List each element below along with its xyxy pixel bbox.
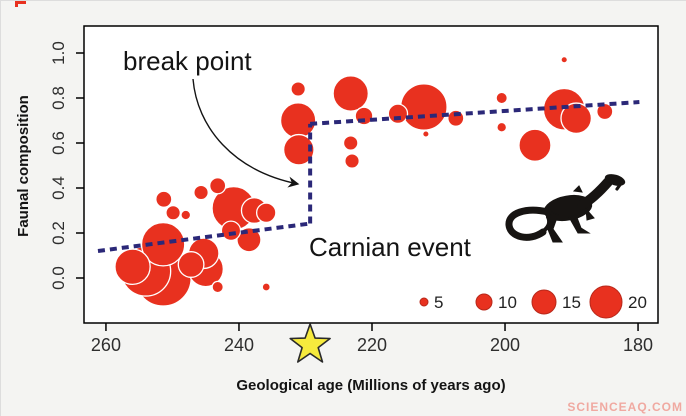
- x-tick-label: 180: [623, 335, 653, 355]
- data-bubble: [596, 102, 614, 121]
- data-bubble: [387, 103, 409, 125]
- data-bubble: [209, 177, 227, 195]
- x-tick-label: 240: [224, 335, 254, 355]
- legend-bubble: [531, 289, 557, 315]
- data-bubble: [400, 83, 448, 131]
- data-bubble: [290, 81, 307, 97]
- data-bubble: [495, 91, 508, 105]
- data-bubble: [261, 282, 271, 292]
- carnian-event-label: Carnian event: [309, 232, 471, 262]
- data-bubble: [496, 121, 508, 133]
- legend-label: 20: [628, 293, 647, 312]
- y-tick-label: 0.2: [49, 221, 68, 245]
- x-axis: 260 240 220 200 180: [91, 323, 653, 355]
- data-bubble: [255, 202, 277, 223]
- y-tick-label: 0.6: [49, 131, 68, 155]
- data-bubble: [560, 102, 593, 135]
- data-bubble: [193, 184, 209, 201]
- break-point-label: break point: [123, 46, 252, 76]
- data-bubble: [518, 128, 552, 162]
- data-bubble: [180, 209, 192, 221]
- data-bubble: [422, 130, 430, 138]
- site-watermark: SCIENCEAQ.COM: [567, 400, 683, 414]
- y-tick-label: 0.8: [49, 86, 68, 110]
- data-bubble: [211, 280, 224, 294]
- y-tick-label: 0.0: [49, 266, 68, 290]
- data-bubble: [165, 204, 181, 221]
- data-bubble: [155, 190, 173, 208]
- size-legend: 5 10 15 20: [419, 285, 647, 319]
- data-bubble: [220, 220, 242, 241]
- event-star-icon: [289, 323, 331, 363]
- data-bubble: [560, 55, 569, 64]
- data-bubble: [114, 248, 151, 285]
- y-tick-label: 0.4: [49, 176, 68, 200]
- legend-label: 10: [498, 293, 517, 312]
- legend-bubble: [589, 285, 623, 319]
- x-axis-title: Geological age (Millions of years ago): [236, 377, 506, 394]
- y-axis-title: Faunal composition: [15, 95, 32, 237]
- regression-line: [97, 100, 640, 253]
- corner-watermark-mark: [15, 1, 26, 7]
- x-tick-label: 260: [91, 335, 121, 355]
- y-axis: 0.0 0.2 0.4 0.6 0.8 1.0: [49, 41, 84, 290]
- legend-label: 5: [434, 293, 443, 312]
- legend-bubble: [475, 293, 493, 311]
- data-bubble: [332, 75, 369, 112]
- legend-bubble: [419, 297, 429, 307]
- x-tick-label: 220: [357, 335, 387, 355]
- y-tick-label: 1.0: [49, 41, 68, 65]
- legend-label: 15: [562, 293, 581, 312]
- data-bubble: [177, 251, 205, 278]
- data-bubble: [342, 135, 359, 151]
- x-tick-label: 200: [490, 335, 520, 355]
- data-bubble: [344, 153, 360, 169]
- regression-segment: [310, 100, 640, 126]
